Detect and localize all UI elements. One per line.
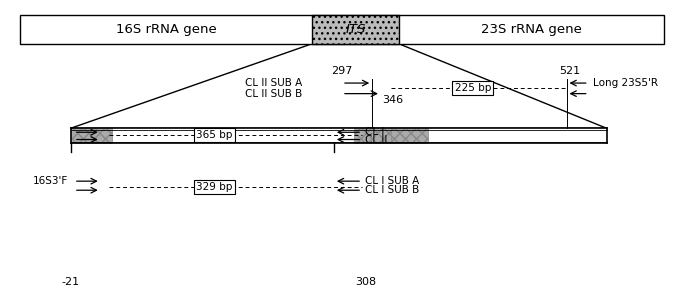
Text: 329 bp: 329 bp <box>196 182 233 192</box>
Text: 23S rRNA gene: 23S rRNA gene <box>481 23 582 36</box>
Text: 297: 297 <box>331 66 353 75</box>
Text: -21: -21 <box>62 277 79 287</box>
Text: Long 23S5'R: Long 23S5'R <box>593 78 658 88</box>
Text: CL II: CL II <box>365 135 388 144</box>
Text: 308: 308 <box>355 277 376 287</box>
Text: 365 bp: 365 bp <box>196 130 233 140</box>
Text: 346: 346 <box>382 95 404 105</box>
Text: CL I: CL I <box>365 127 385 137</box>
Bar <box>21 15 663 44</box>
Text: 16S rRNA gene: 16S rRNA gene <box>116 23 216 36</box>
Text: 16S3'F: 16S3'F <box>34 176 68 186</box>
Text: CL II SUB A: CL II SUB A <box>245 78 302 88</box>
Bar <box>70 128 607 144</box>
Bar <box>354 128 391 144</box>
Bar <box>391 128 428 144</box>
Bar <box>70 128 112 144</box>
Text: 521: 521 <box>560 66 581 75</box>
Text: CL II SUB B: CL II SUB B <box>245 89 302 99</box>
Text: CL I SUB B: CL I SUB B <box>365 185 420 195</box>
Bar <box>312 15 399 44</box>
Text: 225 bp: 225 bp <box>455 83 491 93</box>
Text: ITS: ITS <box>345 23 365 36</box>
Text: CL I SUB A: CL I SUB A <box>365 176 420 186</box>
